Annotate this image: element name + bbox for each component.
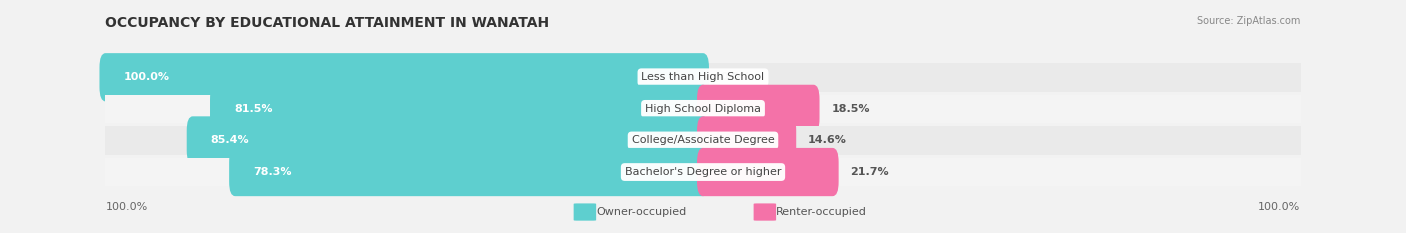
- Text: 18.5%: 18.5%: [831, 104, 870, 114]
- Text: 81.5%: 81.5%: [233, 104, 273, 114]
- FancyBboxPatch shape: [209, 85, 709, 133]
- Text: Bachelor's Degree or higher: Bachelor's Degree or higher: [624, 167, 782, 177]
- Text: 0.0%: 0.0%: [721, 72, 752, 82]
- Text: 100.0%: 100.0%: [105, 202, 148, 212]
- FancyBboxPatch shape: [697, 148, 838, 196]
- FancyBboxPatch shape: [697, 85, 820, 133]
- Text: 100.0%: 100.0%: [1258, 202, 1301, 212]
- FancyBboxPatch shape: [187, 116, 709, 164]
- Text: Less than High School: Less than High School: [641, 72, 765, 82]
- Text: 100.0%: 100.0%: [124, 72, 169, 82]
- Text: 78.3%: 78.3%: [253, 167, 291, 177]
- Text: High School Diploma: High School Diploma: [645, 104, 761, 114]
- Text: Owner-occupied: Owner-occupied: [596, 207, 686, 217]
- Text: 85.4%: 85.4%: [211, 135, 249, 145]
- Text: Renter-occupied: Renter-occupied: [776, 207, 868, 217]
- Text: 21.7%: 21.7%: [851, 167, 889, 177]
- FancyBboxPatch shape: [697, 116, 796, 164]
- Text: OCCUPANCY BY EDUCATIONAL ATTAINMENT IN WANATAH: OCCUPANCY BY EDUCATIONAL ATTAINMENT IN W…: [105, 16, 550, 30]
- Text: College/Associate Degree: College/Associate Degree: [631, 135, 775, 145]
- Text: Source: ZipAtlas.com: Source: ZipAtlas.com: [1197, 16, 1301, 26]
- FancyBboxPatch shape: [100, 53, 709, 101]
- FancyBboxPatch shape: [229, 148, 709, 196]
- Text: 14.6%: 14.6%: [808, 135, 846, 145]
